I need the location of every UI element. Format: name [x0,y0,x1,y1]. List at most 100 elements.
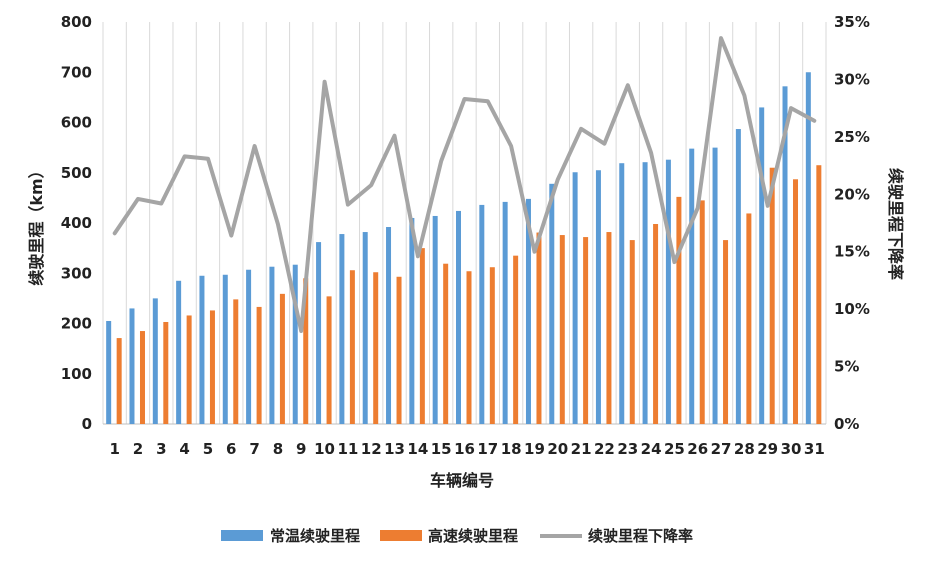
x-tick-label: 16 [454,440,475,458]
y-axis-left-title: 续驶里程（km） [27,162,46,285]
bar-series-1-2 [129,308,135,424]
bar-series-2-30 [793,179,799,424]
bar-series-1-4 [176,280,182,424]
bar-series-2-20 [559,235,565,424]
legend: 常温续驶里程 高速续驶里程 续驶里程下降率 [221,527,693,545]
line-layer [112,36,817,333]
bar-series-1-21 [572,172,578,424]
bar-series-2-9 [303,278,309,424]
x-tick-label: 26 [687,440,708,458]
x-tick-label: 23 [617,440,638,458]
x-tick-label: 22 [594,440,615,458]
bar-series-1-5 [199,275,205,424]
y-right-tick-label: 5% [834,358,859,376]
bar-series-2-31 [816,165,822,424]
bar-series-2-25 [676,196,682,424]
bar-series-2-6 [233,299,239,424]
bar-series-2-17 [489,267,495,424]
bar-series-2-4 [186,315,192,424]
bar-series-1-28 [735,129,741,424]
x-tick-label: 2 [133,440,143,458]
y-right-tick-label: 0% [834,415,859,433]
x-tick-label: 8 [273,440,283,458]
y-right-tick-label: 35% [834,13,870,31]
grid-lines [102,22,827,424]
x-tick-label: 1 [109,440,119,458]
bar-series-2-26 [699,200,705,424]
y-left-tick-label: 100 [61,365,92,383]
bar-series-2-24 [653,224,659,424]
bar-series-2-27 [723,240,729,424]
bar-series-1-7 [246,269,252,424]
bar-series-1-29 [759,107,765,425]
bar-series-1-23 [619,163,625,424]
bar-series-2-16 [466,271,472,424]
right-axis-ticks: 0% 5% 10% 15% 20% 25% 30% 35% [834,13,870,433]
y-right-tick-label: 10% [834,300,870,318]
bar-series-1-22 [595,170,601,424]
x-axis-ticks: 1 2 3 4 5 6 7 8 9 10 11 12 13 14 15 16 17 18 19 20 21 22 23 24 2… [109,440,824,458]
bar-series-2-13 [396,276,402,424]
bar-series-2-11 [349,270,355,424]
bar-series-2-5 [209,310,215,424]
bar-series-1-18 [502,201,508,424]
x-tick-label: 13 [384,440,405,458]
x-tick-label: 9 [296,440,306,458]
bar-series-2-28 [746,213,752,424]
y-left-tick-label: 300 [61,264,92,282]
bar-series-2-8 [279,293,285,424]
bar-series-1-11 [339,234,345,424]
legend-swatch-series-2 [380,530,422,541]
bar-series-1-10 [316,242,322,424]
x-tick-label: 25 [664,440,685,458]
x-tick-label: 31 [804,440,825,458]
bar-series-1-26 [689,148,695,424]
bar-series-1-31 [805,72,811,424]
x-tick-label: 4 [179,440,189,458]
y-right-tick-label: 25% [834,128,870,146]
bar-series-2-15 [443,263,449,424]
bar-series-2-21 [583,237,589,424]
bar-series-1-16 [456,210,461,424]
bar-series-2-3 [163,321,169,424]
bar-series-1-1 [106,320,112,424]
x-tick-label: 18 [501,440,522,458]
bar-series-2-23 [629,240,635,424]
bar-series-2-18 [513,255,519,424]
bar-series-1-15 [432,215,438,424]
bar-series-2-1 [116,338,122,424]
x-axis-title: 车辆编号 [430,471,494,490]
bar-series-1-13 [386,227,392,424]
bar-series-1-27 [712,147,718,424]
x-tick-label: 11 [337,440,358,458]
y-left-tick-label: 400 [61,214,92,232]
legend-swatch-series-1 [221,530,263,541]
x-tick-label: 12 [361,440,382,458]
y-right-tick-label: 30% [834,70,870,88]
legend-label-series-1: 常温续驶里程 [270,527,360,545]
bar-series-2-29 [769,167,775,424]
x-tick-label: 10 [314,440,335,458]
bar-series-2-14 [419,248,425,424]
x-tick-label: 21 [571,440,592,458]
x-tick-label: 28 [734,440,755,458]
bar-series-1-19 [525,198,531,424]
line-series-decline-rate [112,36,817,333]
x-tick-label: 24 [641,440,662,458]
y-left-tick-label: 0 [82,415,92,433]
bar-series-1-3 [152,298,158,424]
bar-series-1-14 [409,217,415,424]
y-left-tick-label: 200 [61,315,92,333]
bar-series-1-25 [665,159,671,424]
y-left-tick-label: 500 [61,164,92,182]
x-tick-label: 17 [477,440,498,458]
bar-series-1-20 [549,183,555,424]
left-axis-ticks: 0 100 200 300 400 500 600 700 800 [61,13,92,433]
bar-series-1-17 [479,204,485,424]
bar-series-2-12 [373,272,379,424]
bar-series-1-12 [362,232,368,424]
x-tick-label: 3 [156,440,166,458]
x-tick-label: 20 [547,440,568,458]
x-tick-label: 5 [203,440,213,458]
